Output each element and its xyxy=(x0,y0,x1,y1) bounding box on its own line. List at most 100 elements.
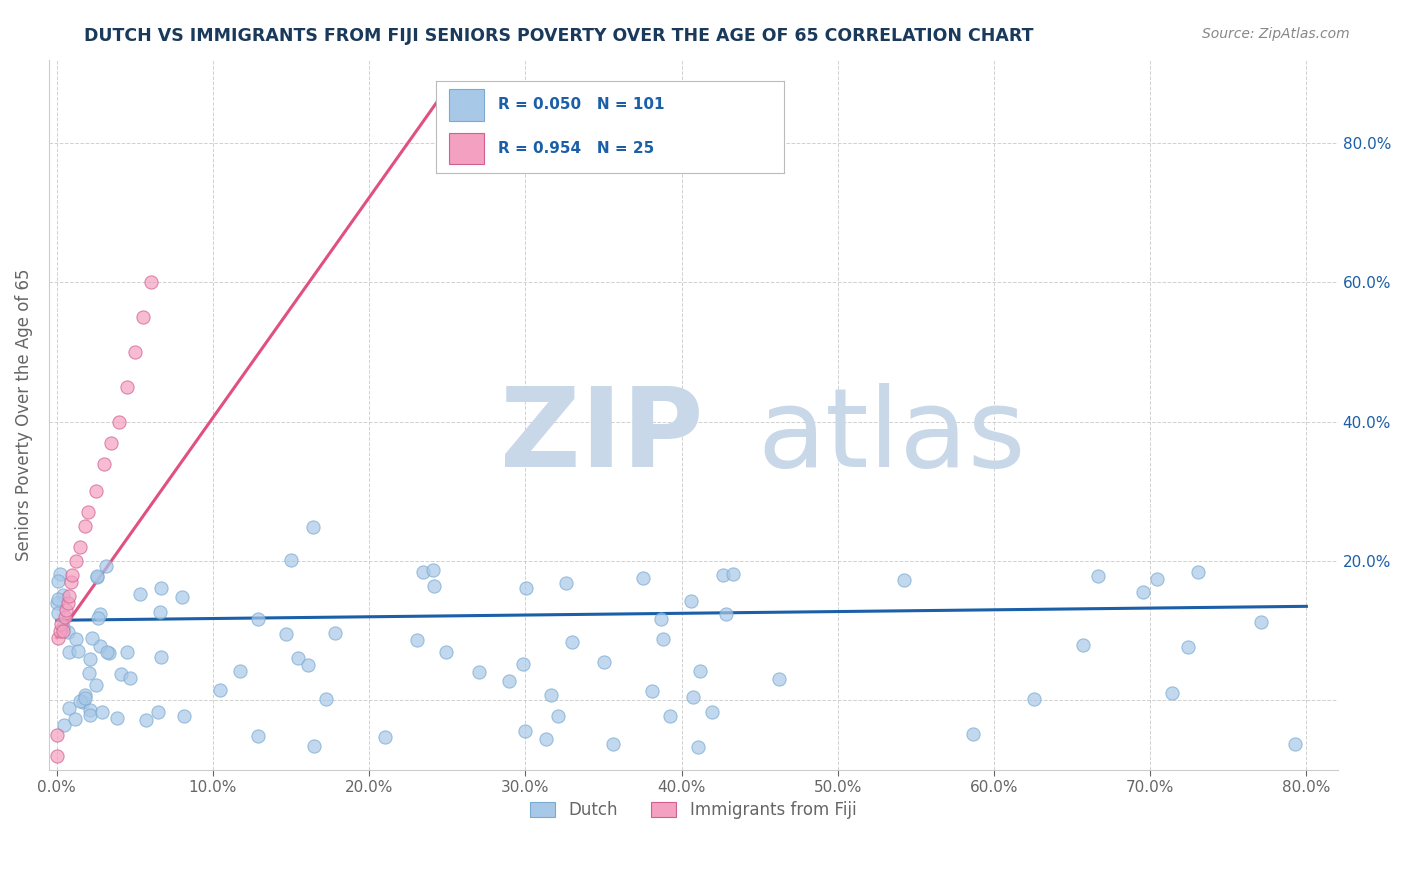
Point xyxy=(561,635,583,649)
Point xyxy=(602,737,624,751)
Point xyxy=(686,739,709,754)
Point xyxy=(100,435,122,450)
Point xyxy=(515,582,537,596)
Point xyxy=(650,611,672,625)
Point xyxy=(498,673,520,688)
Point xyxy=(512,657,534,671)
Point xyxy=(135,713,157,727)
Point xyxy=(405,633,427,648)
Point xyxy=(118,672,141,686)
Point xyxy=(682,690,704,704)
Point xyxy=(73,519,96,533)
Point xyxy=(659,709,682,723)
Point xyxy=(46,596,69,610)
Point xyxy=(46,574,69,589)
Point xyxy=(77,505,100,519)
Point xyxy=(274,627,297,641)
Text: Source: ZipAtlas.com: Source: ZipAtlas.com xyxy=(1202,27,1350,41)
Point xyxy=(96,645,118,659)
Point xyxy=(97,647,120,661)
Point xyxy=(315,692,337,706)
Point xyxy=(515,723,537,738)
Point xyxy=(689,664,711,678)
Point xyxy=(681,593,703,607)
Point xyxy=(1132,585,1154,599)
Point xyxy=(58,644,80,658)
Point xyxy=(1284,737,1306,751)
Point xyxy=(246,729,269,743)
Point xyxy=(69,540,91,554)
Point xyxy=(80,632,103,646)
Point xyxy=(641,683,664,698)
Point xyxy=(45,728,67,742)
Point xyxy=(711,567,734,582)
Point xyxy=(1250,615,1272,630)
Point xyxy=(540,688,562,702)
Point xyxy=(79,708,101,723)
Point xyxy=(66,644,89,658)
Point xyxy=(53,609,76,624)
Point xyxy=(700,705,723,719)
Text: DUTCH VS IMMIGRANTS FROM FIJI SENIORS POVERTY OVER THE AGE OF 65 CORRELATION CHA: DUTCH VS IMMIGRANTS FROM FIJI SENIORS PO… xyxy=(84,27,1033,45)
Point xyxy=(536,732,558,747)
Point xyxy=(75,690,97,705)
Point xyxy=(412,565,434,579)
Point xyxy=(124,345,146,359)
Point xyxy=(52,624,75,638)
Point xyxy=(86,569,108,583)
Point xyxy=(58,589,80,603)
Y-axis label: Seniors Poverty Over the Age of 65: Seniors Poverty Over the Age of 65 xyxy=(15,268,32,561)
Point xyxy=(86,610,108,624)
Point xyxy=(652,632,675,646)
Point xyxy=(69,694,91,708)
Point xyxy=(1146,572,1168,586)
Point xyxy=(110,666,132,681)
Point xyxy=(768,672,790,686)
Point xyxy=(1161,686,1184,700)
Point xyxy=(467,665,489,679)
Point xyxy=(79,703,101,717)
Point xyxy=(73,688,96,702)
Point xyxy=(79,652,101,666)
Point xyxy=(59,574,82,589)
Point xyxy=(56,624,79,639)
Point xyxy=(108,415,131,429)
Point xyxy=(554,576,576,591)
Point xyxy=(246,612,269,626)
Point xyxy=(323,626,346,640)
Point xyxy=(1022,692,1045,706)
Point xyxy=(48,591,70,606)
Point xyxy=(89,639,111,653)
Point xyxy=(49,567,72,582)
Point xyxy=(280,553,302,567)
Point xyxy=(77,665,100,680)
Point xyxy=(1187,565,1209,579)
Point xyxy=(84,678,107,692)
Text: atlas: atlas xyxy=(758,383,1026,490)
Point xyxy=(721,566,744,581)
Point xyxy=(1177,640,1199,655)
Point xyxy=(51,616,73,631)
Point xyxy=(287,650,309,665)
Point xyxy=(302,739,325,754)
Point xyxy=(90,705,112,719)
Point xyxy=(208,683,231,698)
Point xyxy=(84,484,107,499)
Legend: Dutch, Immigrants from Fiji: Dutch, Immigrants from Fiji xyxy=(523,794,863,826)
Text: ZIP: ZIP xyxy=(501,383,703,490)
Point xyxy=(148,705,170,719)
Point xyxy=(56,596,79,610)
Point xyxy=(49,624,72,638)
Point xyxy=(297,657,319,672)
Point xyxy=(105,711,128,725)
Point xyxy=(302,520,325,534)
Point xyxy=(1087,569,1109,583)
Point xyxy=(170,591,193,605)
Point xyxy=(115,645,138,659)
Point xyxy=(93,457,115,471)
Point xyxy=(52,718,75,732)
Point xyxy=(65,554,87,568)
Point xyxy=(128,587,150,601)
Point xyxy=(714,607,737,622)
Point xyxy=(893,573,915,587)
